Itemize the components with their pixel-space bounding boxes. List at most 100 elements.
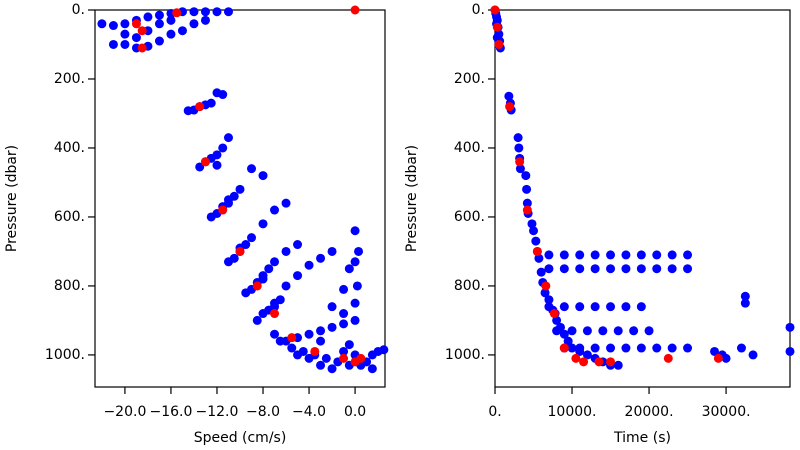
data-point — [606, 357, 616, 367]
data-point — [339, 284, 349, 294]
data-point — [527, 219, 537, 229]
data-point — [594, 357, 604, 367]
data-point — [97, 19, 107, 29]
data-point — [235, 246, 245, 256]
data-point — [339, 309, 349, 319]
y-tick-label: 1000. — [445, 347, 485, 363]
data-point — [494, 39, 504, 49]
data-point — [120, 29, 130, 39]
data-point — [281, 246, 291, 256]
data-point — [223, 198, 233, 208]
data-point — [571, 353, 581, 363]
data-point — [293, 271, 303, 281]
data-point — [131, 33, 141, 43]
data-point — [247, 233, 257, 243]
data-point — [356, 353, 366, 363]
data-point — [544, 264, 554, 274]
data-point — [575, 264, 585, 274]
data-point — [189, 19, 199, 29]
data-point — [270, 257, 280, 267]
data-point — [212, 150, 222, 160]
x-tick-label: −4.0 — [292, 404, 326, 420]
data-point — [740, 298, 750, 308]
data-point — [270, 205, 280, 215]
data-point — [492, 33, 502, 43]
data-point — [552, 326, 562, 336]
data-point — [120, 19, 130, 29]
data-point — [350, 257, 360, 267]
data-point — [544, 302, 554, 312]
data-point — [613, 360, 623, 370]
data-point — [492, 22, 502, 32]
data-point — [540, 288, 550, 298]
data-point — [218, 205, 228, 215]
x-tick-label: −8.0 — [246, 404, 280, 420]
data-point — [721, 353, 731, 363]
data-point — [270, 302, 280, 312]
data-point — [252, 281, 262, 291]
data-point — [316, 326, 326, 336]
data-point — [344, 264, 354, 274]
x-tick-label: 30000. — [702, 404, 751, 420]
data-point — [513, 133, 523, 143]
data-point — [339, 319, 349, 329]
data-point — [350, 226, 360, 236]
data-point — [304, 353, 314, 363]
data-point — [252, 315, 262, 325]
data-point — [621, 343, 631, 353]
y-tick-label: 600. — [454, 209, 485, 225]
data-point — [327, 302, 337, 312]
data-point — [327, 322, 337, 332]
data-point — [120, 39, 130, 49]
data-point — [258, 274, 268, 284]
data-point — [143, 12, 153, 22]
data-point — [154, 36, 164, 46]
data-point — [567, 343, 577, 353]
data-point — [559, 250, 569, 260]
data-point — [515, 157, 525, 167]
data-point — [339, 346, 349, 356]
y-tick-label: 600. — [54, 209, 85, 225]
data-point — [352, 281, 362, 291]
data-point — [321, 353, 331, 363]
data-point — [636, 250, 646, 260]
y-axis-label: Pressure (dbar) — [404, 145, 420, 252]
data-point — [522, 205, 532, 215]
data-point — [606, 264, 616, 274]
x-tick-label: 0. — [488, 404, 501, 420]
data-point — [748, 350, 758, 360]
data-point — [590, 302, 600, 312]
x-tick-label: 0.0 — [344, 404, 366, 420]
data-point — [258, 219, 268, 229]
x-axis-label: Time (s) — [613, 430, 671, 446]
data-point — [740, 291, 750, 301]
data-point — [710, 346, 720, 356]
plot-frame — [494, 9, 791, 388]
data-point — [316, 336, 326, 346]
data-point — [327, 364, 337, 374]
data-point — [652, 250, 662, 260]
data-point — [606, 250, 616, 260]
data-point — [683, 343, 693, 353]
data-point — [304, 329, 314, 339]
data-point — [613, 326, 623, 336]
data-point — [621, 250, 631, 260]
data-point — [275, 295, 285, 305]
data-point — [270, 329, 280, 339]
data-point — [736, 343, 746, 353]
data-point — [541, 281, 551, 291]
data-point — [137, 43, 147, 53]
data-point — [636, 302, 646, 312]
data-point — [621, 264, 631, 274]
data-point — [350, 5, 360, 15]
data-point — [575, 343, 585, 353]
data-point — [177, 26, 187, 36]
data-point — [629, 326, 639, 336]
data-point — [522, 198, 532, 208]
data-point — [131, 19, 141, 29]
data-point — [713, 353, 723, 363]
x-tick-label: 20000. — [625, 404, 674, 420]
data-point — [166, 29, 176, 39]
data-point — [490, 5, 500, 15]
data-point — [339, 353, 349, 363]
